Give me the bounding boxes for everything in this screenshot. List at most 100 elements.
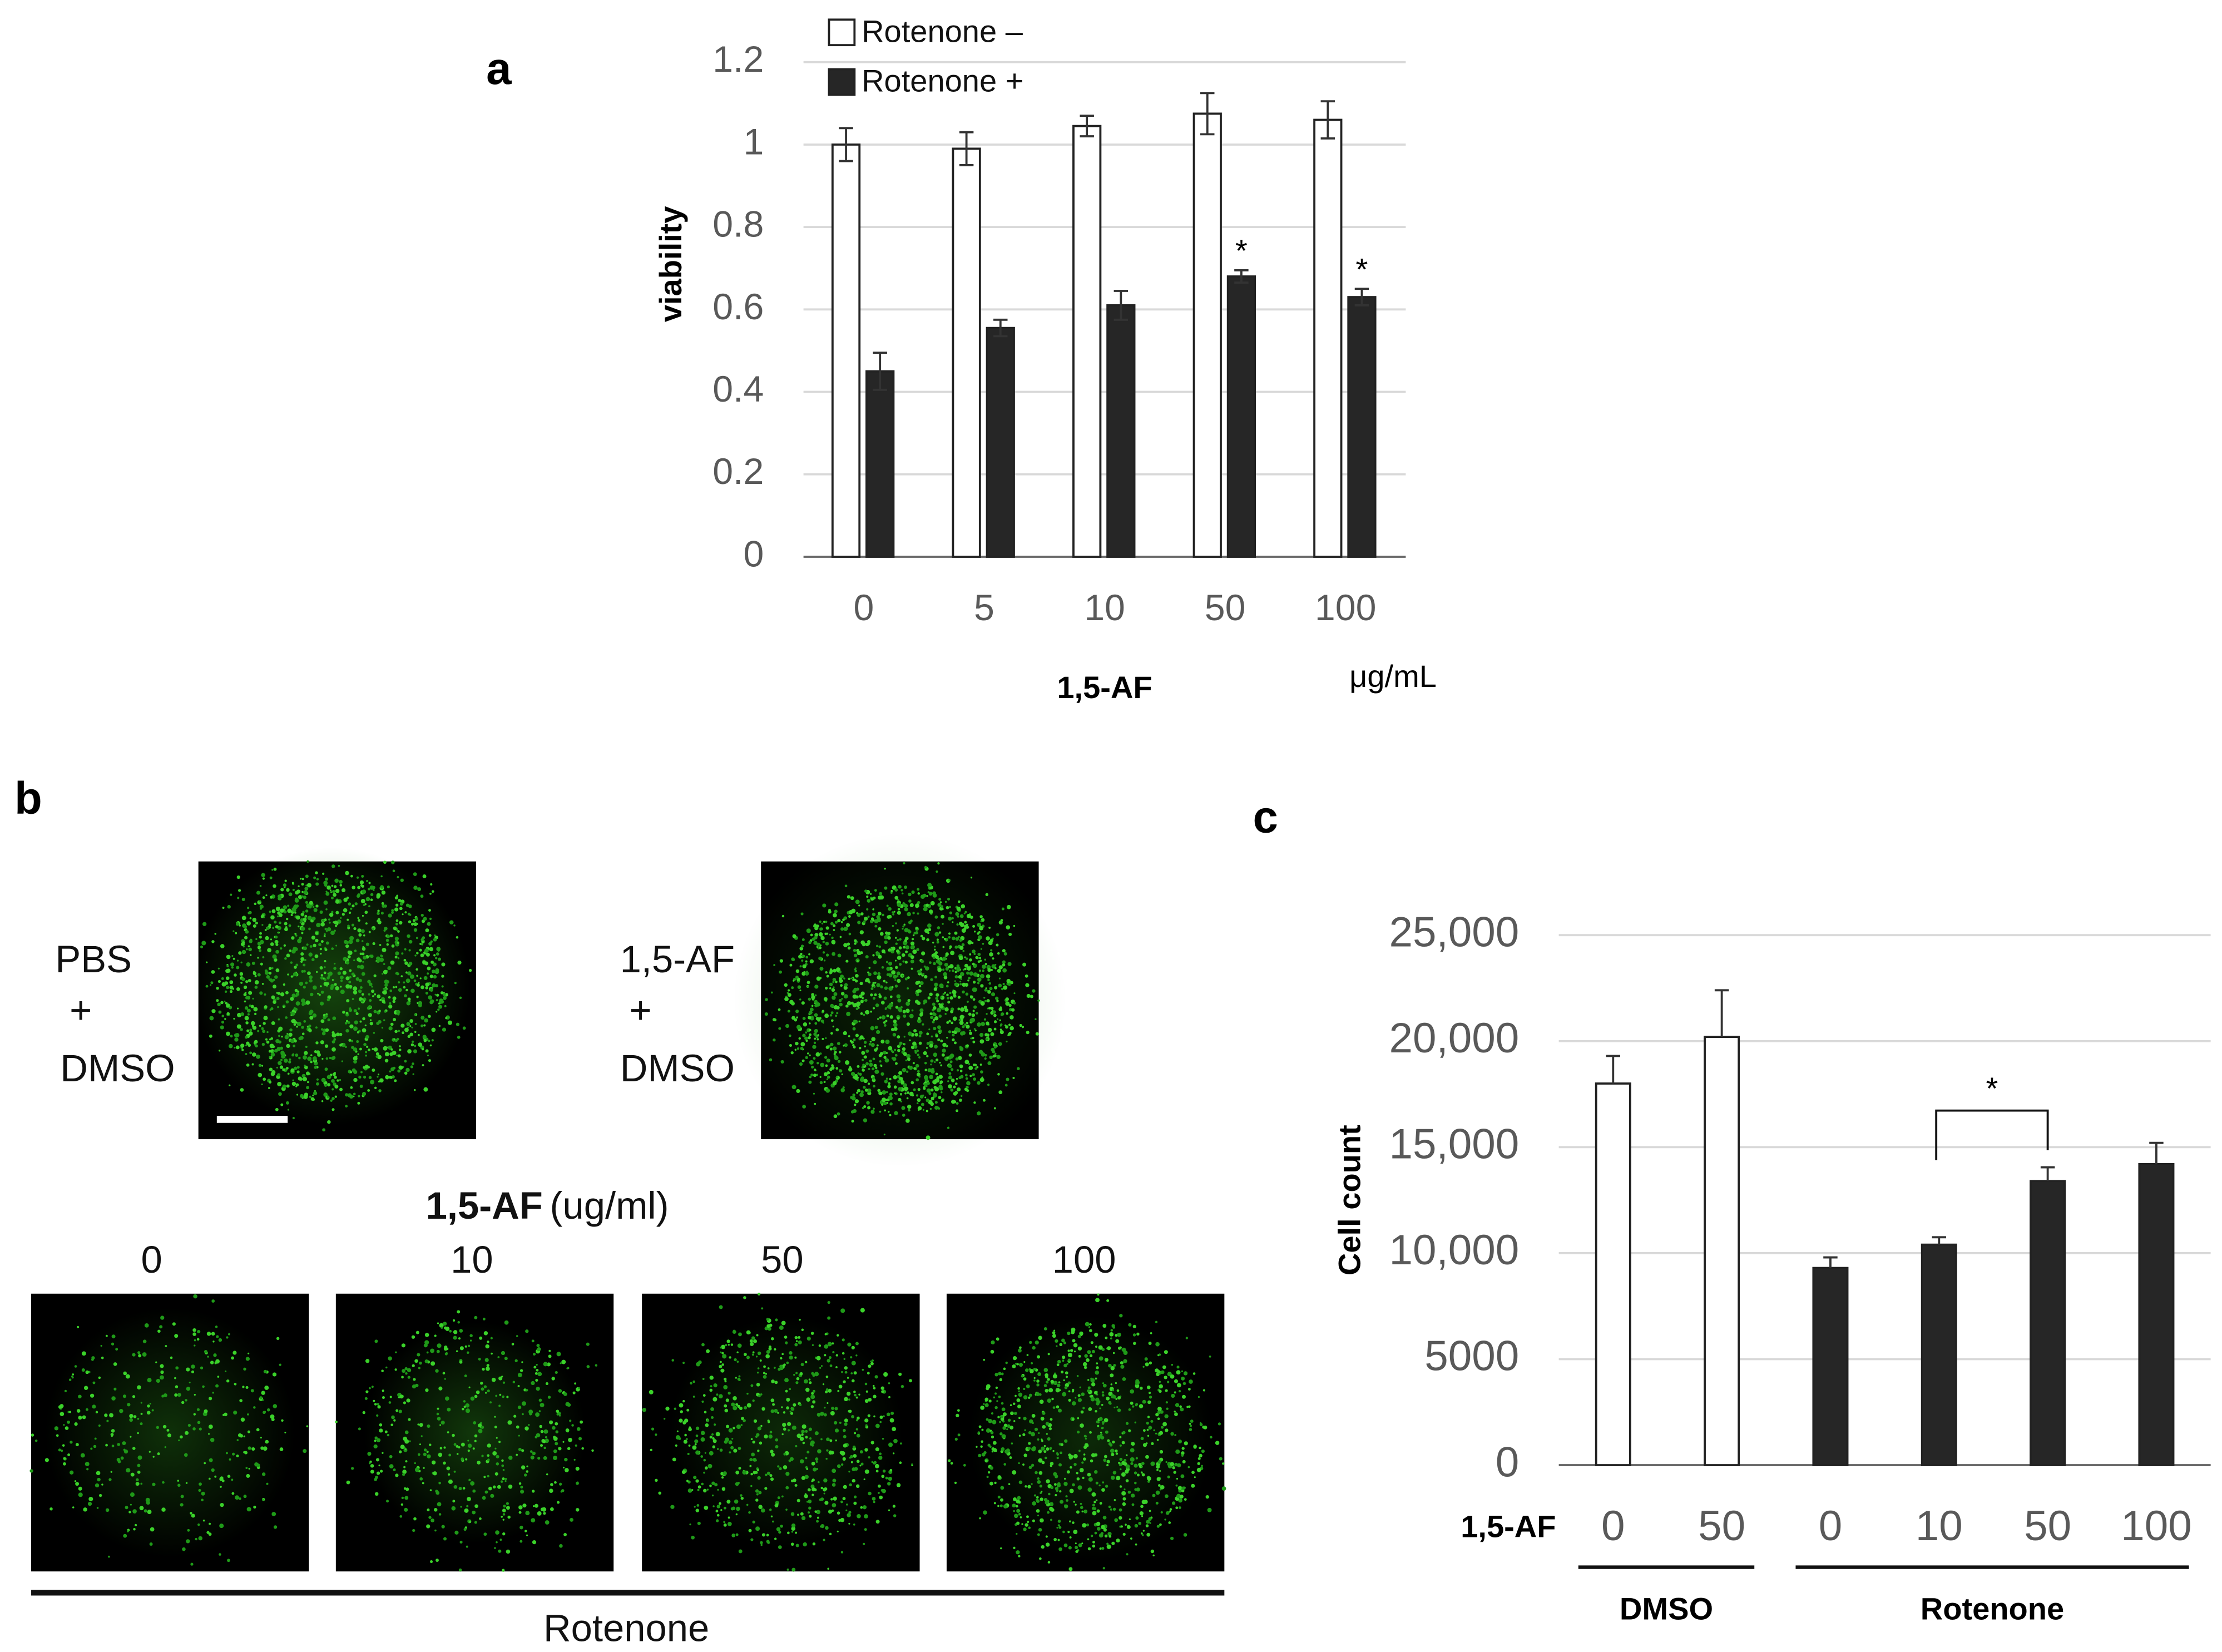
cell xyxy=(808,997,811,1001)
cell xyxy=(397,876,399,878)
cell xyxy=(796,1089,800,1094)
cell xyxy=(344,897,347,901)
cell xyxy=(1114,1518,1119,1522)
cell xyxy=(979,974,984,979)
cell xyxy=(940,996,942,998)
cell xyxy=(1134,1488,1137,1491)
cell xyxy=(790,1412,794,1415)
cell xyxy=(759,1441,763,1445)
cell xyxy=(326,982,330,986)
cell xyxy=(795,1340,798,1342)
cell xyxy=(1005,997,1009,1001)
cell xyxy=(374,1492,379,1496)
cell xyxy=(389,934,393,938)
cell xyxy=(942,957,947,961)
cell xyxy=(253,1505,256,1509)
cell xyxy=(897,1079,901,1084)
cell xyxy=(779,970,782,974)
cell xyxy=(335,899,340,904)
cell xyxy=(960,1007,964,1012)
cell xyxy=(913,1029,917,1033)
cell xyxy=(1155,1342,1160,1347)
cell xyxy=(892,924,894,927)
cell xyxy=(370,1470,374,1474)
cell xyxy=(1175,1449,1180,1454)
cell xyxy=(879,892,883,896)
cell xyxy=(400,975,403,977)
cell xyxy=(254,1043,257,1046)
cell xyxy=(1016,1499,1020,1503)
cell xyxy=(934,1105,939,1110)
cell xyxy=(880,985,883,988)
cell xyxy=(1001,1434,1006,1439)
cell xyxy=(894,937,897,939)
cell xyxy=(1146,1520,1150,1524)
cell xyxy=(1077,1346,1082,1351)
cell xyxy=(487,1389,490,1393)
cell xyxy=(843,1380,846,1383)
cell xyxy=(728,1344,730,1346)
cell xyxy=(75,1482,80,1486)
cell xyxy=(246,1473,250,1478)
cell xyxy=(373,1047,378,1052)
cell xyxy=(265,1038,268,1041)
cell xyxy=(700,1431,705,1436)
cell xyxy=(973,972,978,977)
cell xyxy=(801,1516,806,1521)
cell xyxy=(900,1442,902,1445)
cell xyxy=(865,1390,868,1393)
cell xyxy=(92,1381,96,1384)
cell xyxy=(1096,1362,1098,1364)
cell xyxy=(754,1459,757,1462)
cell xyxy=(193,1413,196,1416)
cell xyxy=(794,1343,798,1347)
cell xyxy=(536,1368,539,1372)
cell xyxy=(994,967,997,970)
cell xyxy=(860,991,865,996)
cell xyxy=(1106,1396,1110,1401)
cell xyxy=(939,1081,942,1085)
cell xyxy=(296,1094,299,1096)
cell xyxy=(750,1384,754,1387)
cell xyxy=(426,1451,429,1453)
cell xyxy=(827,1075,830,1079)
cell xyxy=(870,1043,875,1047)
cell xyxy=(801,1328,804,1331)
cell xyxy=(420,913,424,917)
cell xyxy=(695,1434,699,1437)
cell xyxy=(779,1467,782,1471)
cell xyxy=(295,1001,300,1006)
cell xyxy=(900,889,903,892)
cell xyxy=(290,1038,295,1043)
cell xyxy=(391,909,394,912)
cell xyxy=(891,986,894,988)
cell xyxy=(1016,1532,1018,1535)
cell xyxy=(972,962,975,966)
cell xyxy=(991,1340,995,1345)
cell xyxy=(1037,999,1040,1002)
cell xyxy=(843,1358,845,1360)
cell xyxy=(462,1487,466,1490)
cell xyxy=(902,1114,905,1117)
cell xyxy=(301,927,305,931)
cell xyxy=(969,971,974,976)
cell xyxy=(485,1344,489,1349)
cell xyxy=(357,928,362,933)
cell xyxy=(303,963,306,967)
cell xyxy=(399,1515,403,1518)
cell xyxy=(828,1388,832,1393)
cell xyxy=(926,1110,928,1112)
cell xyxy=(1098,1356,1103,1361)
panel-label: a xyxy=(486,43,512,94)
cell xyxy=(301,878,304,881)
cell xyxy=(166,1428,170,1432)
cell xyxy=(738,1378,741,1382)
cell xyxy=(853,1020,857,1023)
cell xyxy=(76,1409,81,1413)
cell xyxy=(850,1356,853,1359)
cell xyxy=(876,915,880,919)
cell xyxy=(879,1060,882,1063)
cell xyxy=(963,1463,966,1467)
cell xyxy=(968,1031,973,1035)
cell xyxy=(929,1040,933,1045)
